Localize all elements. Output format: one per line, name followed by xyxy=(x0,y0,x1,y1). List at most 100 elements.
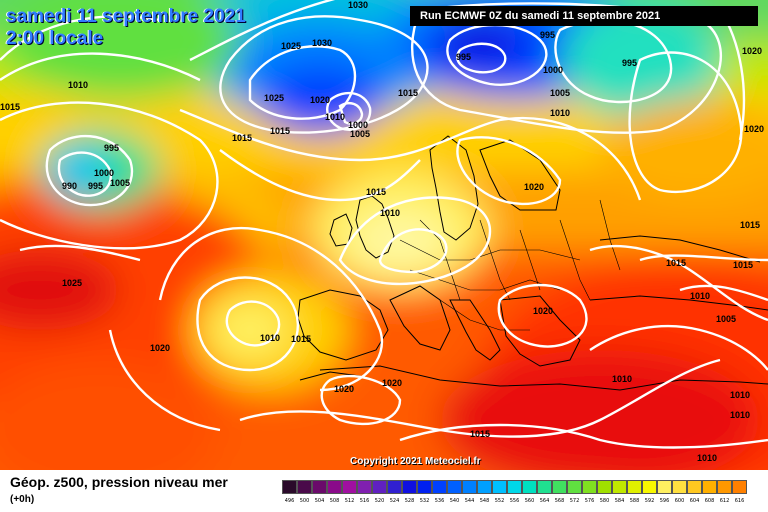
scale-cell xyxy=(582,480,597,494)
isobar-label-1020-iberia: 1020 xyxy=(334,384,354,394)
scale-tick-label: 520 xyxy=(374,498,385,504)
scale-tick-label: 568 xyxy=(554,498,565,504)
scale-tick-label: 592 xyxy=(644,498,655,504)
scale-cell xyxy=(447,480,462,494)
isobar-label-1010-uk: 1010 xyxy=(380,208,400,218)
isobar-label-995-w: 995 xyxy=(104,143,119,153)
isobar-label-1015-east3: 1015 xyxy=(740,220,760,230)
isobar-label-995-w2: 995 xyxy=(88,181,103,191)
scale-cell xyxy=(372,480,387,494)
scale-cell xyxy=(402,480,417,494)
isobar-label-1020-iceland: 1020 xyxy=(310,95,330,105)
scale-tick-label: 536 xyxy=(434,498,445,504)
scale-tick-label: 540 xyxy=(449,498,460,504)
scale-tick-label: 616 xyxy=(734,498,745,504)
isobar-label-1015-iceland-b: 1015 xyxy=(270,126,290,136)
scale-tick-label: 608 xyxy=(704,498,715,504)
scale-tick-label: 556 xyxy=(509,498,520,504)
isobar-label-1020-atl: 1020 xyxy=(150,343,170,353)
scale-tick-label: 548 xyxy=(479,498,490,504)
isobar-label-1020-ne: 1020 xyxy=(742,46,762,56)
isobar-label-1005-w: 1005 xyxy=(110,178,130,188)
forecast-time-title: samedi 11 septembre 2021 2:00 locale xyxy=(6,6,246,50)
scale-tick-label: 496 xyxy=(284,498,295,504)
scale-cell xyxy=(732,480,747,494)
isobar-label-1025-north: 1025 xyxy=(281,41,301,51)
scale-cell xyxy=(642,480,657,494)
scale-tick-label: 508 xyxy=(329,498,340,504)
scale-cell xyxy=(657,480,672,494)
scale-cell xyxy=(702,480,717,494)
isobar-label-990-w: 990 xyxy=(62,181,77,191)
legend-footer: Géop. z500, pression niveau mer (+0h) 49… xyxy=(0,470,768,512)
isobar-label-1015-biscay: 1015 xyxy=(291,334,311,344)
isobar-label-1000-nord: 1000 xyxy=(543,65,563,75)
isobar-label-1020-balkans: 1020 xyxy=(533,306,553,316)
scale-cell xyxy=(627,480,642,494)
scale-cell xyxy=(522,480,537,494)
isobar-labels: 1030 1025 1030 1025 1020 1010 1000 1005 … xyxy=(0,0,764,463)
scale-tick-label: 588 xyxy=(629,498,640,504)
scale-cell xyxy=(537,480,552,494)
scale-cell xyxy=(342,480,357,494)
scale-cell xyxy=(567,480,582,494)
scale-tick-label: 500 xyxy=(299,498,310,504)
scale-tick-label: 552 xyxy=(494,498,505,504)
isobar-label-1020-russia: 1020 xyxy=(524,182,544,192)
scale-tick-label: 604 xyxy=(689,498,700,504)
isobar-label-995-east: 995 xyxy=(622,58,637,68)
scale-tick-label: 528 xyxy=(404,498,415,504)
isobar-label-1010-nord: 1010 xyxy=(550,108,570,118)
isobar-label-1010-biscay: 1010 xyxy=(260,333,280,343)
scale-tick-label: 584 xyxy=(614,498,625,504)
scale-tick-label: 572 xyxy=(569,498,580,504)
scale-tick-label: 504 xyxy=(314,498,325,504)
scale-tick-label: 612 xyxy=(719,498,730,504)
scale-cell xyxy=(297,480,312,494)
isobar-label-1005-nord: 1005 xyxy=(550,88,570,98)
scale-cell xyxy=(327,480,342,494)
isobar-label-1020-right: 1020 xyxy=(744,124,764,134)
isobar-label-1010-libya: 1010 xyxy=(697,453,717,463)
scale-tick-label: 532 xyxy=(419,498,430,504)
scale-tick-label: 524 xyxy=(389,498,400,504)
coastlines xyxy=(297,135,768,391)
isobar-label-1010-turkey: 1010 xyxy=(612,374,632,384)
scale-cell xyxy=(282,480,297,494)
scale-cell xyxy=(597,480,612,494)
scale-cell xyxy=(552,480,567,494)
isobar-label-1010-east1: 1010 xyxy=(690,291,710,301)
scale-cell xyxy=(492,480,507,494)
scale-cell xyxy=(432,480,447,494)
isobar-label-1010-greenland: 1010 xyxy=(68,80,88,90)
scale-cell xyxy=(507,480,522,494)
scale-cell xyxy=(687,480,702,494)
isobar-label-1010-se1: 1010 xyxy=(730,390,750,400)
geopotential-field xyxy=(0,0,768,470)
map-canvas: 1030 1025 1030 1025 1020 1010 1000 1005 … xyxy=(0,0,768,470)
scale-tick-label: 564 xyxy=(539,498,550,504)
scale-tick-label: 576 xyxy=(584,498,595,504)
isobar-label-1015-greenland: 1015 xyxy=(232,133,252,143)
forecast-local-time: 2:00 locale xyxy=(6,28,104,49)
isobar-label-1020-nafrica: 1020 xyxy=(382,378,402,388)
isobar-label-1015-iceland: 1015 xyxy=(398,88,418,98)
scale-tick-label: 600 xyxy=(674,498,685,504)
isobar-label-1015-east1: 1015 xyxy=(666,258,686,268)
copyright-notice: Copyright 2021 Meteociel.fr xyxy=(350,456,481,467)
scale-tick-label: 512 xyxy=(344,498,355,504)
legend-title: Géop. z500, pression niveau mer xyxy=(10,474,228,490)
isobar-label-1000-iceland: 1000 xyxy=(348,120,368,130)
color-scale xyxy=(282,480,747,494)
scale-cell xyxy=(477,480,492,494)
isobar-label-1025-atl: 1025 xyxy=(62,278,82,288)
isobar-label-1030-north: 1030 xyxy=(312,38,332,48)
isobars xyxy=(0,0,768,448)
isobar-label-1015-uk: 1015 xyxy=(366,187,386,197)
isobar-label-1010-se2: 1010 xyxy=(730,410,750,420)
isobar-label-1025-iceland: 1025 xyxy=(264,93,284,103)
isobar-label-1000-w: 1000 xyxy=(94,168,114,178)
isobar-label-1030-top: 1030 xyxy=(348,0,368,10)
weather-map: 1030 1025 1030 1025 1020 1010 1000 1005 … xyxy=(0,0,768,470)
isobar-label-995-nord: 995 xyxy=(456,52,471,62)
